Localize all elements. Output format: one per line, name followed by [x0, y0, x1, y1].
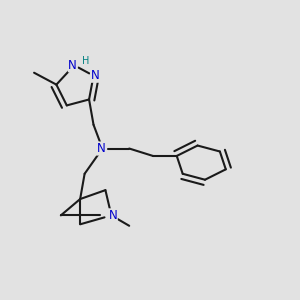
- Text: H: H: [82, 56, 89, 66]
- Text: N: N: [109, 209, 117, 222]
- Text: N: N: [68, 59, 77, 72]
- Text: N: N: [91, 69, 99, 82]
- Text: N: N: [97, 142, 105, 155]
